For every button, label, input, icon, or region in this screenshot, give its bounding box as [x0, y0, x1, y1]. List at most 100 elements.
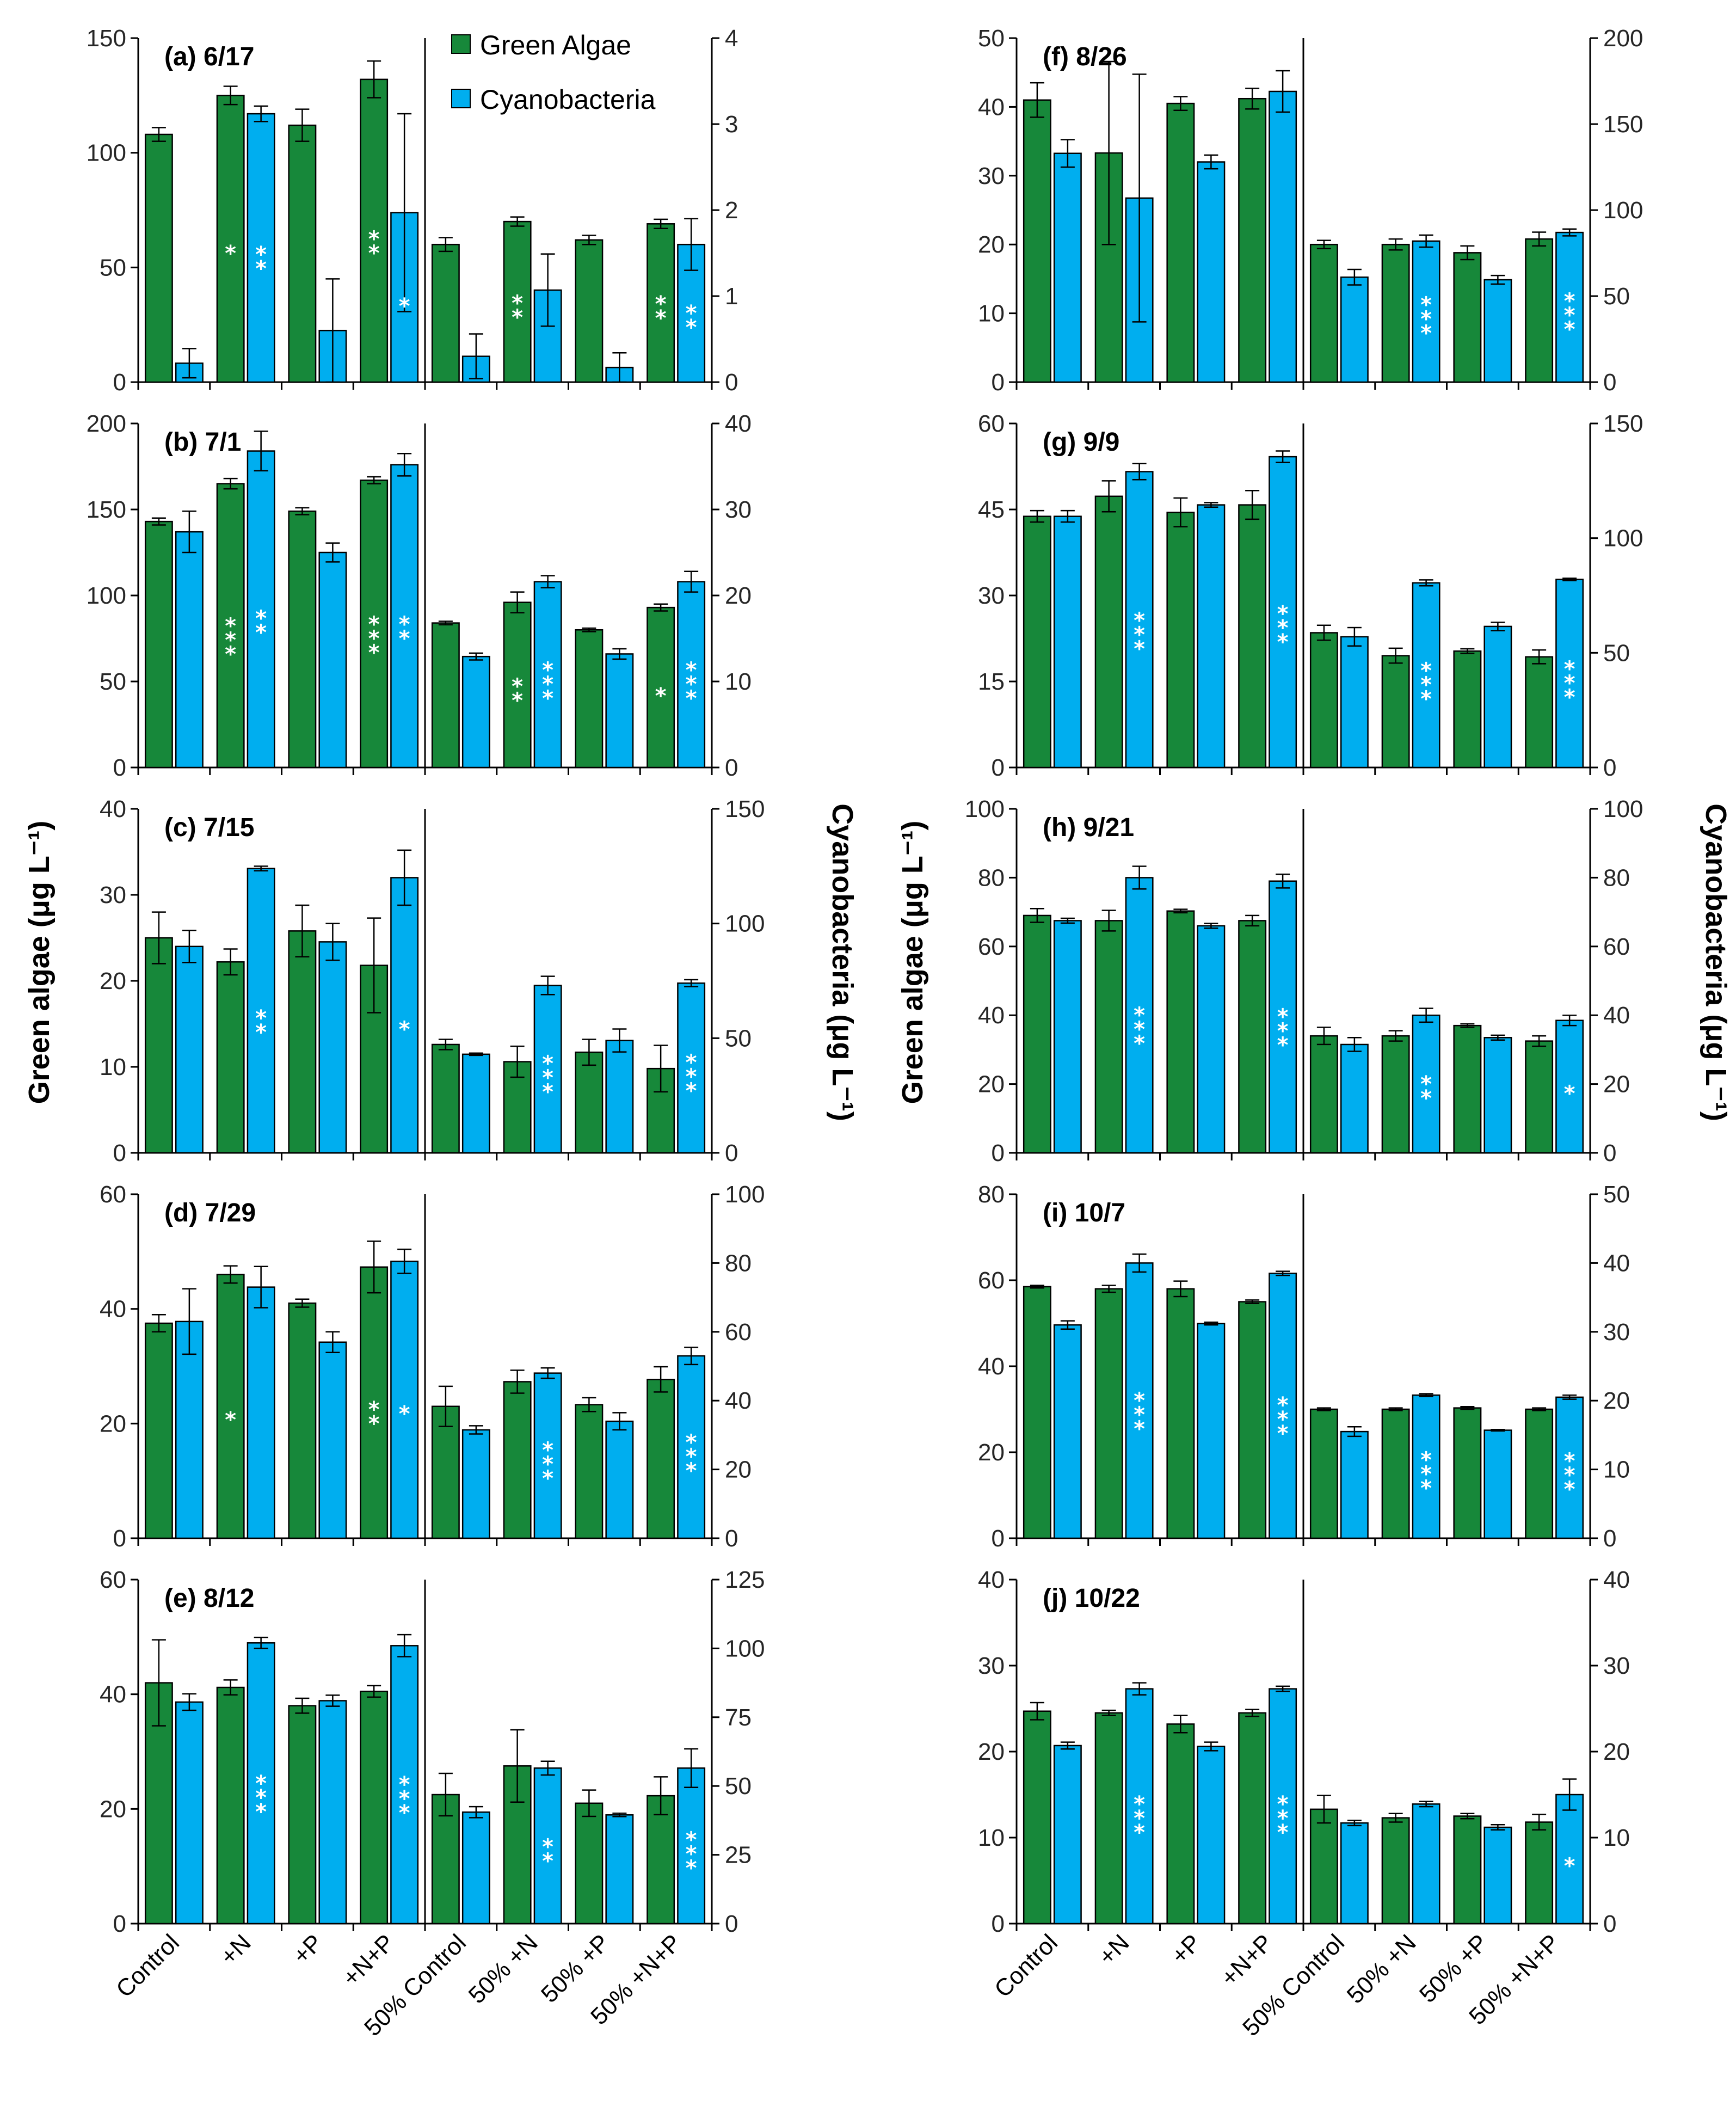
bar-green-algae — [1309, 1408, 1338, 1539]
significance-star: * — [255, 1771, 267, 1796]
ytick-label-right: 40 — [1603, 1250, 1630, 1276]
significance-star: * — [255, 256, 267, 281]
bar-cyanobacteria — [1555, 1019, 1584, 1154]
ytick-label-right: 0 — [1603, 1525, 1616, 1552]
ytick-label-right: 1 — [725, 283, 738, 310]
bar-green-algae — [1381, 1408, 1410, 1539]
significance-star: * — [1277, 1792, 1289, 1817]
significance-star: * — [512, 674, 523, 699]
bar-green-algae — [1094, 920, 1123, 1154]
legend-swatch-green-algae — [451, 34, 471, 54]
bar-cyanobacteria — [1483, 1037, 1512, 1154]
ylabel-right-col1: Cyanobacteria (μg L⁻¹) — [826, 803, 859, 1121]
significance-star: * — [686, 1051, 697, 1076]
significance-star: * — [542, 1466, 553, 1491]
bar-green-algae — [1381, 243, 1410, 383]
significance-star: * — [399, 1801, 410, 1826]
bar-green-algae — [647, 606, 675, 769]
significance-star: * — [1277, 1820, 1289, 1845]
significance-star: * — [686, 686, 697, 711]
significance-star: * — [368, 1397, 380, 1422]
ytick-label-left: 60 — [978, 933, 1005, 960]
significance-star: * — [368, 227, 380, 252]
ytick-label-left: 20 — [978, 231, 1005, 258]
ytick-label-right: 0 — [1603, 754, 1616, 781]
ytick-label-right: 50 — [1603, 283, 1630, 310]
ytick-label-right: 100 — [725, 1635, 765, 1662]
ytick-label-left: 10 — [978, 1825, 1005, 1851]
bar-green-algae — [1238, 97, 1267, 383]
panel-title: (h) 9/21 — [1043, 813, 1134, 842]
bar-green-algae — [216, 483, 245, 769]
ytick-label-right: 50 — [725, 1773, 752, 1800]
bar-cyanobacteria — [461, 655, 490, 769]
ytick-label-right: 20 — [1603, 1739, 1630, 1765]
bar-green-algae — [1453, 1407, 1482, 1539]
bar-cyanobacteria — [175, 1321, 204, 1539]
bar-green-algae — [360, 78, 389, 383]
bar-green-algae — [503, 1381, 532, 1539]
bar-cyanobacteria — [1412, 582, 1440, 769]
bar-cyanobacteria — [390, 1260, 419, 1539]
bar-green-algae — [360, 480, 389, 769]
bar-cyanobacteria — [1125, 877, 1154, 1154]
significance-star: * — [542, 672, 553, 697]
bar-cyanobacteria — [1412, 240, 1440, 383]
ytick-label-left: 40 — [100, 1296, 126, 1323]
bar-cyanobacteria — [175, 1701, 204, 1925]
bar-green-algae — [1453, 252, 1482, 383]
significance-star: * — [399, 627, 410, 652]
significance-star: * — [1277, 630, 1289, 655]
significance-star: * — [1420, 1462, 1432, 1487]
ylabel-right-col2: Cyanobacteria (μg L⁻¹) — [1700, 803, 1732, 1121]
ytick-label-left: 80 — [978, 864, 1005, 891]
bar-green-algae — [144, 133, 173, 383]
bar-cyanobacteria — [390, 877, 419, 1154]
significance-star: * — [255, 620, 267, 645]
ytick-label-left: 60 — [978, 1267, 1005, 1294]
bar-cyanobacteria — [1269, 1273, 1297, 1539]
bar-green-algae — [216, 1274, 245, 1539]
significance-star: * — [368, 627, 380, 652]
ytick-label-left: 0 — [113, 754, 126, 781]
significance-star: * — [686, 1444, 697, 1469]
significance-star: * — [1564, 671, 1575, 696]
significance-star: * — [1134, 1003, 1145, 1028]
bar-green-algae — [1023, 1286, 1051, 1539]
bar-cyanobacteria — [1555, 1794, 1584, 1925]
significance-star: * — [368, 612, 380, 637]
bar-green-algae — [1525, 1040, 1554, 1154]
ytick-label-left: 40 — [100, 1681, 126, 1708]
significance-star: * — [1134, 1820, 1145, 1845]
ytick-label-right: 60 — [1603, 933, 1630, 960]
ytick-label-right: 150 — [1603, 111, 1643, 138]
ytick-label-left: 15 — [978, 668, 1005, 695]
ytick-label-right: 0 — [725, 369, 738, 396]
ytick-label-right: 150 — [1603, 410, 1643, 437]
bar-cyanobacteria — [247, 113, 275, 383]
significance-star: * — [686, 1827, 697, 1852]
significance-star: * — [255, 1020, 267, 1045]
ytick-label-left: 0 — [992, 369, 1005, 396]
bar-green-algae — [1238, 1301, 1267, 1539]
ytick-label-right: 100 — [1603, 796, 1643, 822]
ytick-label-left: 30 — [978, 163, 1005, 189]
bar-green-algae — [503, 220, 532, 383]
bar-green-algae — [575, 239, 604, 383]
ytick-label-left: 150 — [87, 25, 126, 52]
ytick-label-left: 0 — [992, 1525, 1005, 1552]
significance-star: * — [1564, 1477, 1575, 1502]
ytick-label-right: 125 — [725, 1567, 765, 1593]
ytick-label-left: 80 — [978, 1181, 1005, 1208]
bar-green-algae — [288, 510, 317, 769]
bar-cyanobacteria — [605, 1040, 634, 1154]
bar-green-algae — [1023, 914, 1051, 1154]
bar-green-algae — [1023, 515, 1051, 769]
bar-cyanobacteria — [1197, 925, 1226, 1154]
bar-green-algae — [1023, 1710, 1051, 1925]
ytick-label-right: 20 — [725, 1457, 752, 1483]
